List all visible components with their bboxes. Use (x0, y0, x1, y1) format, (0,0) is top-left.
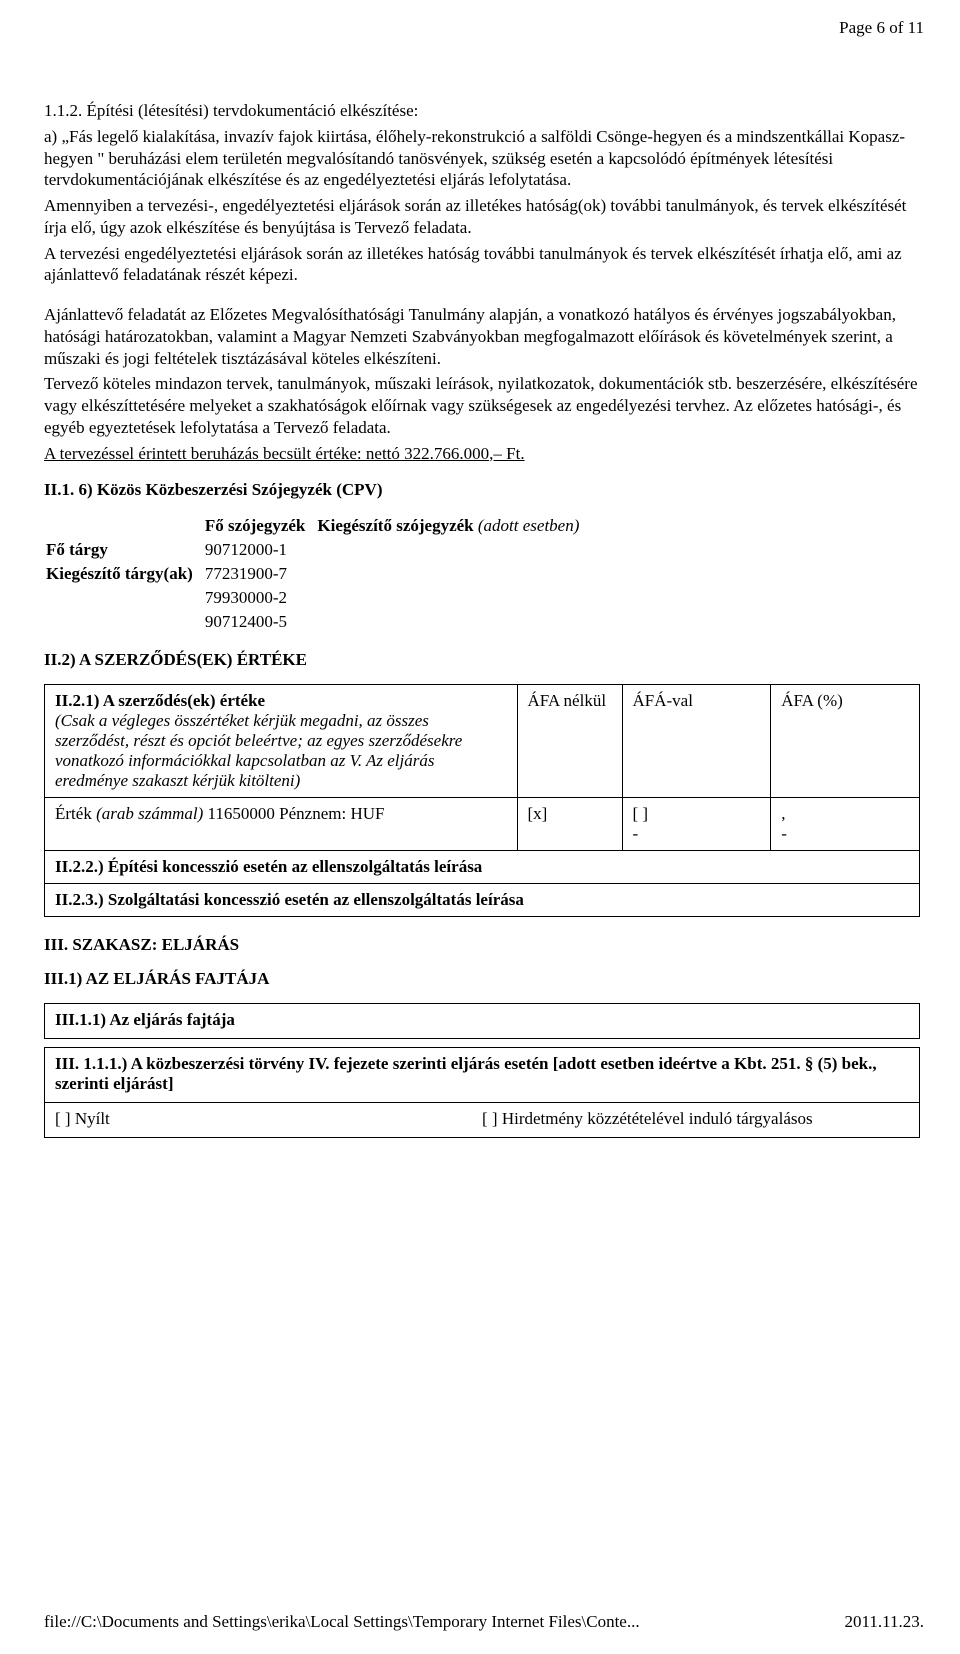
cpv-code-2: 79930000-2 (203, 586, 316, 610)
cpv-code-main: 90712000-1 (203, 538, 316, 562)
page-content: 1.1.2. Építési (létesítési) tervdokument… (0, 0, 960, 1138)
cpv-code-3: 90712400-5 (203, 610, 316, 634)
box-III-1-1-1: III. 1.1.1.) A közbeszerzési törvény IV.… (44, 1047, 920, 1102)
footer-path: file://C:\Documents and Settings\erika\L… (44, 1612, 640, 1632)
paragraph-5: Tervező köteles mindazon tervek, tanulmá… (44, 373, 920, 438)
section-number: 1.1.2. Építési (létesítési) tervdokument… (44, 100, 920, 122)
cpv-code-1: 77231900-7 (203, 562, 316, 586)
paragraph-6-underlined: A tervezéssel érintett beruházás becsült… (44, 443, 920, 465)
contract-value-table: II.2.1) A szerződés(ek) értéke (Csak a v… (44, 684, 920, 917)
paragraph-4: Ajánlattevő feladatát az Előzetes Megval… (44, 304, 920, 369)
footer-date: 2011.11.23. (845, 1612, 925, 1632)
box-III-1-1: III.1.1) Az eljárás fajtája (44, 1003, 920, 1039)
cpv-row-supp-label: Kiegészítő tárgy(ak) (44, 562, 203, 586)
cell-afa-val-mark: [ ] - (622, 798, 771, 851)
cell-II-2-3: II.2.3.) Szolgáltatási koncesszió esetén… (45, 884, 920, 917)
heading-III: III. SZAKASZ: ELJÁRÁS (44, 935, 920, 955)
col-afa-pct: ÁFA (%) (771, 685, 920, 798)
footer: file://C:\Documents and Settings\erika\L… (44, 1612, 924, 1632)
page-indicator: Page 6 of 11 (839, 18, 924, 38)
heading-II-1-6: II.1. 6) Közös Közbeszerzési Szójegyzék … (44, 480, 920, 500)
box-options: [ ] Nyílt [ ] Hirdetmény közzétételével … (44, 1102, 920, 1138)
cpv-table: Fő szójegyzék Kiegészítő szójegyzék (ado… (44, 514, 589, 634)
cpv-row-main-label: Fő tárgy (44, 538, 203, 562)
cell-II-2-1: II.2.1) A szerződés(ek) értéke (Csak a v… (45, 685, 518, 798)
cpv-head-main: Fő szójegyzék (203, 514, 316, 538)
col-afa-val: ÁFÁ-val (622, 685, 771, 798)
paragraph-3: A tervezési engedélyeztetési eljárások s… (44, 243, 920, 287)
option-targyalasos: [ ] Hirdetmény közzétételével induló tár… (482, 1109, 909, 1129)
cell-value: Érték (arab számmal) 11650000 Pénznem: H… (45, 798, 518, 851)
option-nyilt: [ ] Nyílt (55, 1109, 482, 1129)
cell-afa-nelkul-mark: [x] (517, 798, 622, 851)
col-afa-nelkul: ÁFA nélkül (517, 685, 622, 798)
cell-II-2-2: II.2.2.) Építési koncesszió esetén az el… (45, 851, 920, 884)
cpv-head-supp: Kiegészítő szójegyzék (adott esetben) (315, 514, 589, 538)
heading-III-1: III.1) AZ ELJÁRÁS FAJTÁJA (44, 969, 920, 989)
heading-II-2: II.2) A SZERZŐDÉS(EK) ÉRTÉKE (44, 650, 920, 670)
paragraph-a: a) „Fás legelő kialakítása, invazív fajo… (44, 126, 920, 191)
paragraph-2: Amennyiben a tervezési-, engedélyeztetés… (44, 195, 920, 239)
cell-afa-pct-mark: , - (771, 798, 920, 851)
